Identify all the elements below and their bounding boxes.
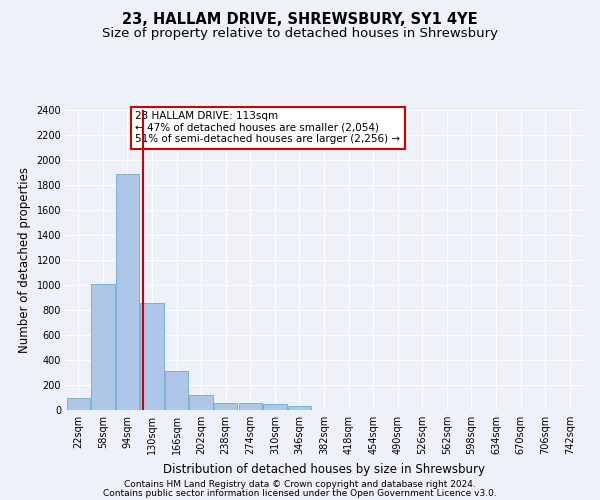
Text: Contains public sector information licensed under the Open Government Licence v3: Contains public sector information licen… (103, 489, 497, 498)
Y-axis label: Number of detached properties: Number of detached properties (18, 167, 31, 353)
Bar (190, 395, 213, 410)
Bar (239, 403, 262, 410)
Bar (116, 174, 139, 410)
Bar (288, 406, 311, 410)
Text: 23 HALLAM DRIVE: 113sqm
← 47% of detached houses are smaller (2,054)
51% of semi: 23 HALLAM DRIVE: 113sqm ← 47% of detache… (135, 112, 400, 144)
Text: 23, HALLAM DRIVE, SHREWSBURY, SY1 4YE: 23, HALLAM DRIVE, SHREWSBURY, SY1 4YE (122, 12, 478, 28)
Text: Contains HM Land Registry data © Crown copyright and database right 2024.: Contains HM Land Registry data © Crown c… (124, 480, 476, 489)
Bar (140, 302, 164, 410)
Bar (214, 402, 238, 410)
Bar (165, 370, 188, 410)
X-axis label: Distribution of detached houses by size in Shrewsbury: Distribution of detached houses by size … (163, 462, 485, 475)
Bar (91, 284, 115, 410)
Bar (67, 398, 90, 410)
Bar (263, 404, 287, 410)
Text: Size of property relative to detached houses in Shrewsbury: Size of property relative to detached ho… (102, 28, 498, 40)
